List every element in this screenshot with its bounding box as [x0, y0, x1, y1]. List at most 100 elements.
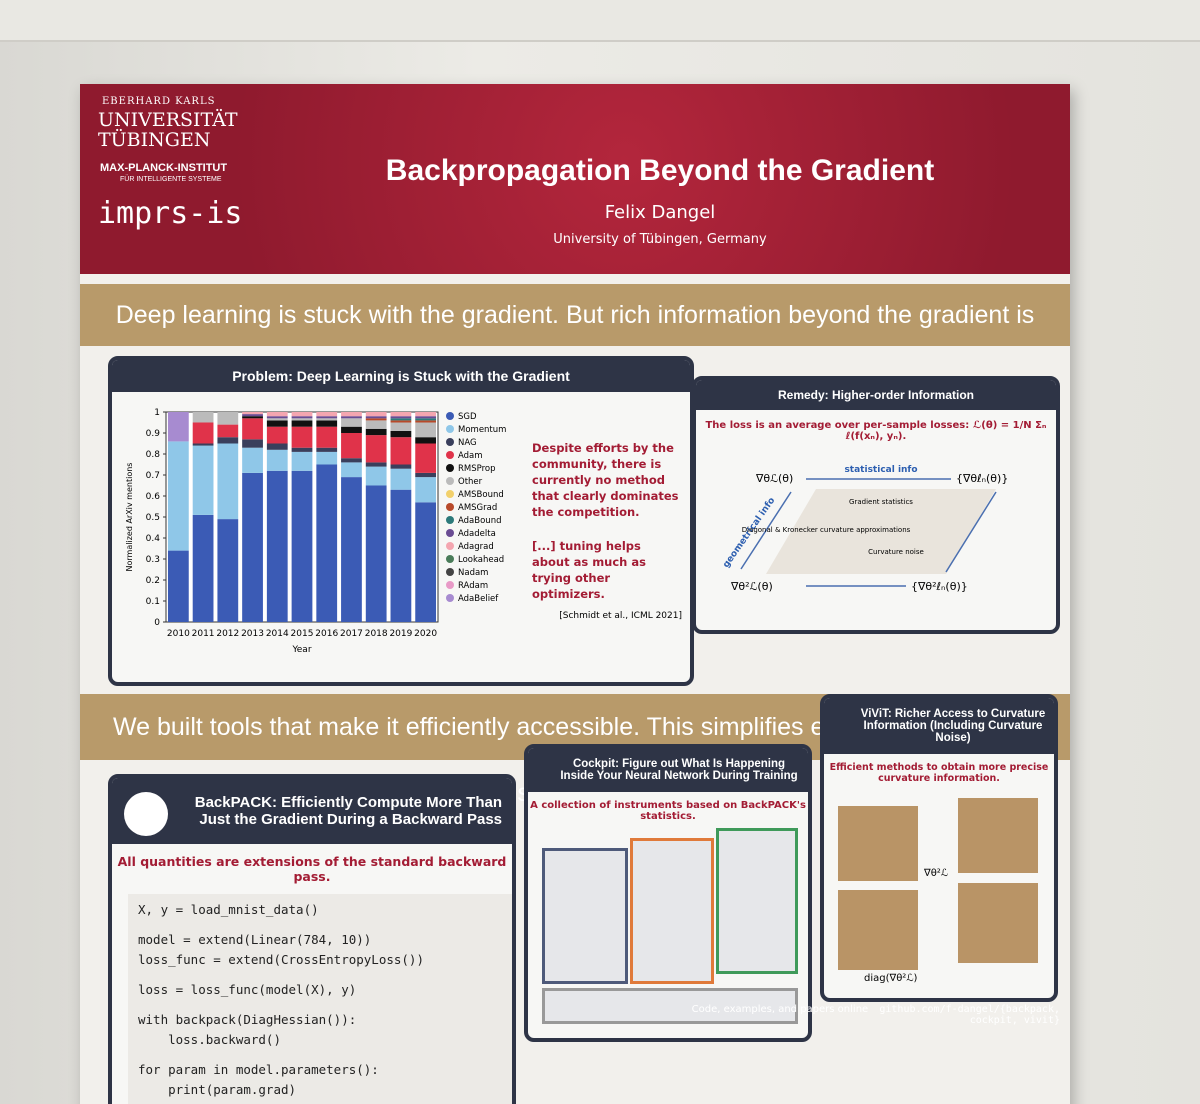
poster-title: Backpropagation Beyond the Gradient: [385, 154, 935, 187]
y-tick-label: 0.5: [146, 513, 160, 523]
legend-swatch: [446, 490, 454, 498]
bar-segment: [167, 441, 189, 551]
bar-segment: [415, 437, 437, 444]
legend-swatch: [446, 464, 454, 472]
legend-swatch: [446, 594, 454, 602]
bar-segment: [192, 412, 214, 423]
bar-segment: [390, 468, 412, 490]
figure: [958, 798, 1038, 873]
diagram-label: {∇θℓₙ(θ)}: [956, 472, 1008, 485]
legend-label: RMSProp: [458, 464, 496, 474]
legend-swatch: [446, 477, 454, 485]
y-tick-label: 0.6: [146, 492, 161, 502]
bar-segment: [415, 416, 437, 419]
x-tick-label: 2018: [365, 629, 388, 639]
bar-segment: [341, 416, 362, 419]
bar-segment: [291, 451, 313, 471]
bar-segment: [167, 412, 189, 442]
code-line: for param in model.parameters():: [138, 1062, 379, 1077]
bar-segment: [316, 416, 338, 419]
bar-segment: [316, 420, 338, 427]
footer-link: github.com/f-dangel/{backpack, cockpit, …: [879, 1004, 1060, 1026]
diagram-label: ∇θ²ℒ(θ): [730, 580, 773, 593]
figure-label: diag(∇θ²ℒ): [864, 973, 918, 984]
y-tick-label: 0.1: [146, 597, 160, 607]
bar-segment: [266, 449, 288, 471]
code-line: model = extend(Linear(784, 10)): [138, 932, 372, 947]
bar-segment: [217, 437, 239, 444]
y-axis-label: Normalized ArXiv mentions: [125, 463, 134, 572]
x-tick-label: 2019: [389, 629, 412, 639]
bar-segment: [390, 418, 412, 421]
bar-segment: [316, 418, 338, 421]
bar-segment: [365, 435, 387, 463]
bar-segment: [266, 426, 288, 444]
bar-segment: [242, 418, 263, 440]
y-tick-label: 0: [154, 618, 160, 628]
bar-segment: [217, 412, 239, 425]
legend-swatch: [446, 581, 454, 589]
bar-segment: [291, 416, 313, 419]
code-line: X, y = load_mnist_data(): [138, 902, 319, 917]
bar-segment: [390, 437, 412, 465]
bar-segment: [365, 412, 387, 417]
logo-text: UNIVERSITÄT TÜBINGEN: [98, 109, 238, 151]
bar-segment: [266, 418, 288, 421]
bar-segment: [242, 447, 263, 473]
bar-segment: [415, 502, 437, 622]
panel-subtitle: Efficient methods to obtain more precise…: [829, 762, 1049, 784]
legend-label: Momentum: [458, 425, 506, 435]
bar-segment: [242, 414, 263, 417]
plane: [766, 489, 996, 574]
legend-label: Other: [458, 477, 483, 487]
code-line: [138, 1000, 502, 1010]
legend-label: AdaBelief: [458, 594, 499, 604]
bar-segment: [415, 422, 437, 438]
bar-segment: [192, 445, 214, 515]
problem-text: Despite efforts by the community, there …: [532, 440, 682, 624]
panel-title: Cockpit: Figure out What Is Happening In…: [528, 748, 808, 792]
bar-segment: [415, 412, 437, 417]
panel-title: Remedy: Higher-order Information: [696, 380, 1056, 410]
bar-segment: [390, 422, 412, 431]
diagram-label: Curvature noise: [868, 548, 924, 556]
bar-segment: [390, 430, 412, 438]
x-tick-label: 2015: [291, 629, 314, 639]
legend-swatch: [446, 529, 454, 537]
bar-segment: [291, 426, 313, 448]
bar-segment: [192, 514, 214, 622]
footer-text: Code, examples, and papers online: [691, 1004, 869, 1015]
legend-label: AMSGrad: [458, 503, 497, 513]
bar-segment: [316, 464, 338, 622]
problem-panel: Problem: Deep Learning is Stuck with the…: [108, 356, 694, 686]
bar-segment: [415, 443, 437, 473]
affiliation: University of Tübingen, Germany: [553, 232, 767, 247]
banner: Deep learning is stuck with the gradient…: [80, 284, 1070, 391]
diagram-label: statistical info: [844, 465, 917, 475]
code-line: [138, 920, 502, 930]
bar-segment: [291, 418, 313, 421]
remedy-panel: Remedy: Higher-order Information The los…: [692, 376, 1060, 634]
bar-segment: [365, 462, 387, 467]
bar-segment: [341, 412, 362, 417]
bar-segment: [365, 466, 387, 486]
chart: 0 0.1 0.2 0.3 0.4 0.5 0.6 0.7 0.8 0.9 1 Normalized …: [125, 408, 506, 655]
bar-segment: [192, 422, 214, 444]
x-tick-label: 2014: [266, 629, 289, 639]
legend-label: SGD: [458, 412, 477, 422]
icon: [124, 792, 168, 836]
y-tick-label: 0.8: [146, 450, 161, 460]
legend-swatch: [446, 555, 454, 563]
legend-swatch: [446, 503, 454, 511]
bar-segment: [217, 443, 239, 520]
panel-title: ViViT: Richer Access to Curvature Inform…: [824, 698, 1054, 754]
legend-swatch: [446, 516, 454, 524]
bar-segment: [242, 412, 263, 415]
bar-segment: [316, 451, 338, 465]
bar-segment: [291, 420, 313, 427]
legend-swatch: [446, 438, 454, 446]
legend-swatch: [446, 412, 454, 420]
y-tick-label: 0.2: [146, 576, 160, 586]
code-line: loss = loss_func(model(X), y): [138, 982, 357, 997]
